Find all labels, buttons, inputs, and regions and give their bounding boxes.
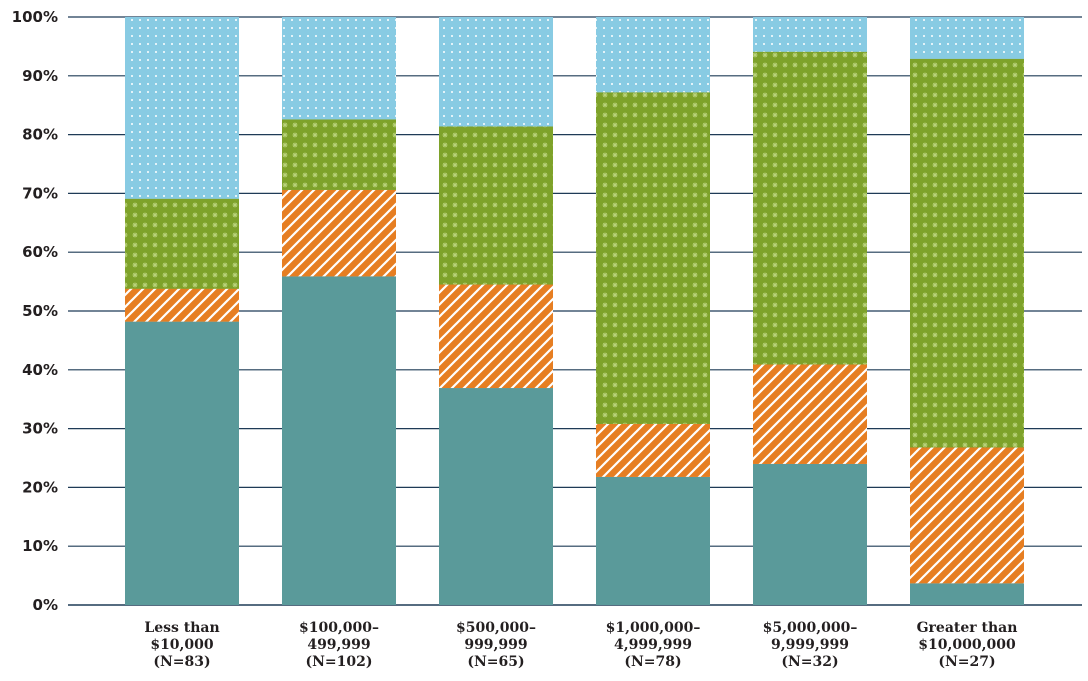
x-category-label: $500,000– 999,999 (N=65) <box>456 620 536 670</box>
y-tick-label: 90% <box>22 67 58 85</box>
y-tick-label: 50% <box>22 302 58 320</box>
x-category-label: $5,000,000– 9,999,999 (N=32) <box>763 620 858 670</box>
x-category-label: $100,000– 499,999 (N=102) <box>299 620 379 670</box>
x-category-label: Greater than $10,000,000 (N=27) <box>917 620 1018 670</box>
x-category-label: $1,000,000– 4,999,999 (N=78) <box>606 620 701 670</box>
x-category-label-line: 4,999,999 <box>614 637 692 653</box>
x-category-label: Less than $10,000 (N=83) <box>144 620 219 670</box>
x-category-label-line: $5,000,000– <box>763 620 858 636</box>
bar-segment-pattern <box>439 17 553 127</box>
bar-segment <box>125 321 239 605</box>
bar-segment-pattern <box>125 17 239 199</box>
x-category-label-line: Greater than <box>917 620 1018 636</box>
y-tick-label: 80% <box>22 126 58 144</box>
x-category-label-line: $1,000,000– <box>606 620 701 636</box>
y-tick-label: 70% <box>22 184 58 202</box>
y-tick-label: 40% <box>22 361 58 379</box>
x-category-label-line: 9,999,999 <box>771 637 849 653</box>
bar-segment <box>282 276 396 605</box>
bar-segment-pattern <box>910 17 1024 59</box>
x-category-label-line: $10,000 <box>150 637 214 653</box>
bar-segment-pattern <box>596 17 710 93</box>
bar-segment-pattern <box>753 17 867 52</box>
bar-segment-pattern <box>753 51 867 365</box>
y-axis: 0% 10% 20% 30% 40% 50% 60% 70% 80% 90% 100% <box>12 8 58 614</box>
bar-segment-pattern <box>282 119 396 190</box>
bar-segment-pattern <box>439 284 553 389</box>
bar-segment-pattern <box>596 92 710 424</box>
bar-segment-pattern <box>753 364 867 464</box>
x-category-label-line: (N=32) <box>781 654 838 670</box>
bar-segment <box>596 476 710 605</box>
bar-segment-pattern <box>282 17 396 120</box>
bar-segment-pattern <box>125 198 239 289</box>
bar-segment <box>910 583 1024 605</box>
x-category-label-line: $100,000– <box>299 620 379 636</box>
x-category-label-line: 499,999 <box>307 637 370 653</box>
x-category-label-line: $10,000,000 <box>918 637 1016 653</box>
x-category-label-line: (N=102) <box>306 654 373 670</box>
y-tick-label: 30% <box>22 420 58 438</box>
bar-segment-pattern <box>596 423 710 477</box>
bar-segment-pattern <box>439 126 553 285</box>
y-tick-label: 100% <box>12 8 58 26</box>
bars <box>125 17 1024 605</box>
x-category-label-line: (N=65) <box>467 654 524 670</box>
bar-segment-pattern <box>282 189 396 277</box>
bar-segment-pattern <box>910 447 1024 584</box>
bar-segment-pattern <box>910 58 1024 448</box>
x-category-label-line: (N=83) <box>153 654 210 670</box>
x-category-label-line: Less than <box>144 620 219 636</box>
y-tick-label: 0% <box>33 596 58 614</box>
bar-segment-pattern <box>125 288 239 322</box>
x-axis: Less than $10,000 (N=83)$100,000– 499,999 (N… <box>144 620 1017 670</box>
x-category-label-line: (N=78) <box>624 654 681 670</box>
x-category-label-line: $500,000– <box>456 620 536 636</box>
x-category-label-line: (N=27) <box>938 654 995 670</box>
y-tick-label: 20% <box>22 478 58 496</box>
x-category-label-line: 999,999 <box>464 637 527 653</box>
bar-segment <box>753 463 867 605</box>
y-tick-label: 60% <box>22 243 58 261</box>
bar-segment <box>439 388 553 605</box>
y-tick-label: 10% <box>22 537 58 555</box>
